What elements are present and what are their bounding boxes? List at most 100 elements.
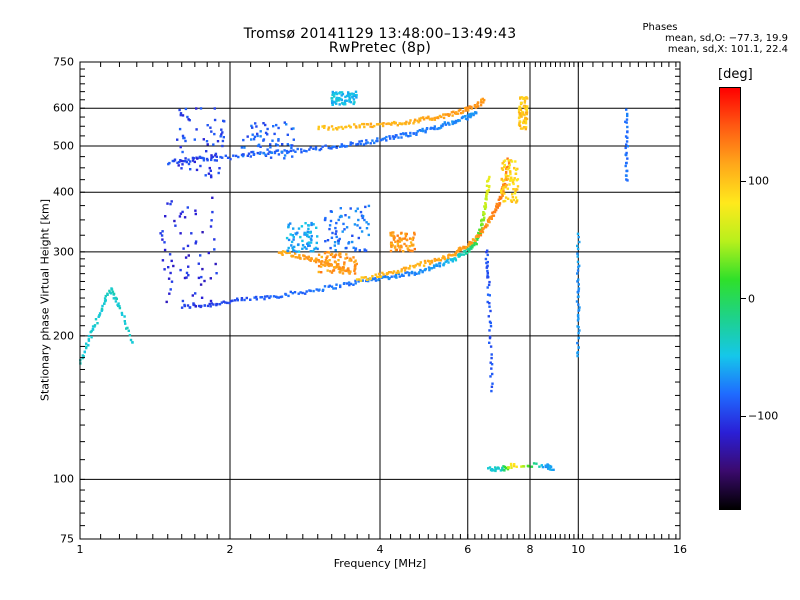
data-point	[476, 101, 480, 104]
data-point	[348, 283, 351, 287]
data-point	[490, 363, 494, 366]
data-point	[404, 132, 408, 135]
data-point	[314, 246, 318, 250]
data-point	[291, 246, 294, 249]
data-point	[524, 116, 527, 120]
data-point	[264, 295, 267, 298]
colorbar-tick-label: 100	[748, 174, 769, 188]
data-point	[181, 299, 185, 303]
data-point	[476, 238, 479, 241]
data-point	[501, 466, 504, 470]
data-point	[332, 92, 336, 96]
data-point	[183, 276, 187, 280]
data-point	[381, 122, 384, 125]
y-tick-label: 200	[53, 329, 74, 343]
data-point	[324, 144, 327, 147]
data-point	[298, 254, 301, 257]
data-point	[625, 140, 629, 143]
data-point	[333, 145, 336, 148]
data-point	[468, 105, 471, 108]
data-point	[480, 218, 484, 221]
data-point	[445, 113, 448, 116]
data-point	[229, 157, 232, 161]
data-point	[209, 277, 212, 280]
data-point	[626, 157, 629, 160]
data-point	[577, 317, 580, 320]
data-point	[389, 231, 392, 235]
data-point	[488, 305, 491, 308]
data-point	[338, 91, 342, 94]
data-point	[345, 253, 348, 256]
data-point	[421, 127, 424, 131]
data-point	[194, 292, 197, 295]
data-point	[305, 247, 308, 250]
data-point	[458, 254, 461, 258]
data-point	[413, 266, 416, 269]
data-point	[451, 258, 455, 261]
data-point	[365, 227, 369, 230]
data-point	[503, 163, 506, 167]
data-point	[184, 157, 187, 160]
data-point	[525, 107, 529, 111]
data-point	[273, 151, 277, 155]
data-point	[181, 163, 184, 166]
data-point	[187, 265, 190, 268]
data-point	[337, 99, 340, 102]
data-point	[515, 465, 518, 468]
data-point	[352, 98, 356, 101]
data-point	[181, 134, 185, 138]
data-point	[337, 267, 340, 271]
data-point	[403, 237, 406, 240]
data-point	[349, 270, 352, 273]
data-point	[626, 130, 629, 133]
data-point	[402, 132, 405, 136]
data-point	[373, 141, 376, 145]
data-point	[326, 269, 329, 272]
data-point	[339, 214, 343, 218]
data-point	[163, 268, 166, 271]
data-point	[315, 288, 318, 291]
data-point	[353, 261, 356, 264]
data-point	[477, 105, 480, 108]
data-point	[494, 208, 497, 211]
data-point	[322, 263, 325, 267]
data-point	[485, 184, 489, 187]
data-point	[291, 144, 294, 147]
data-point	[398, 236, 401, 240]
data-point	[475, 242, 478, 246]
data-point	[408, 237, 412, 240]
data-point	[624, 135, 628, 138]
data-point	[347, 267, 350, 270]
data-point	[118, 305, 121, 308]
data-point	[335, 283, 338, 286]
data-point	[541, 465, 545, 469]
data-point	[328, 227, 331, 231]
data-point	[425, 127, 429, 130]
data-point	[184, 256, 188, 259]
data-point	[337, 242, 340, 245]
data-point	[243, 146, 246, 149]
data-point	[334, 253, 338, 256]
data-point	[578, 240, 581, 244]
data-point	[400, 246, 403, 249]
data-point	[309, 241, 313, 244]
data-point	[194, 209, 197, 212]
data-point	[339, 255, 342, 259]
data-point	[341, 230, 344, 233]
data-point	[453, 121, 456, 125]
data-point	[488, 341, 491, 344]
data-point	[447, 122, 450, 125]
data-point	[463, 115, 467, 118]
data-point	[578, 264, 581, 267]
data-point	[330, 147, 333, 150]
colorbar-unit-text: deg	[723, 67, 748, 82]
data-point	[194, 212, 197, 216]
data-point	[314, 146, 318, 149]
data-point	[91, 325, 95, 328]
data-point	[345, 246, 348, 250]
data-point	[262, 152, 266, 155]
data-point	[479, 104, 483, 107]
data-point	[454, 257, 457, 261]
data-point	[480, 224, 483, 227]
data-point	[197, 262, 200, 265]
